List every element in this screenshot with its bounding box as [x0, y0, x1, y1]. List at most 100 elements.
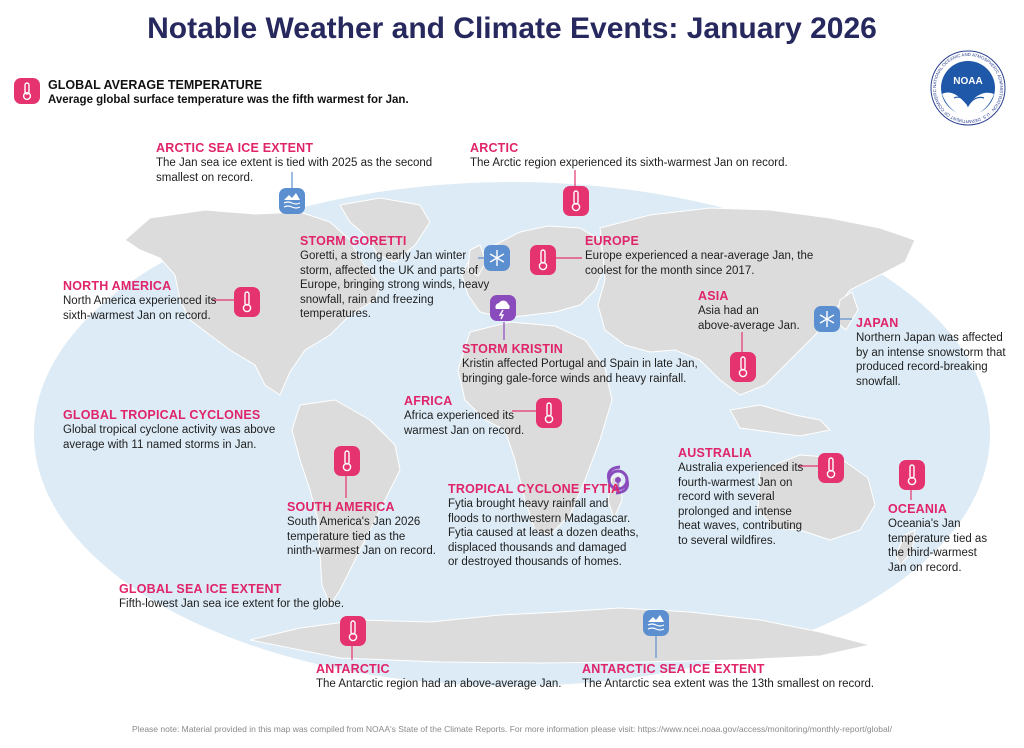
note-text-line: Fytia caused at least a dozen deaths,	[448, 527, 639, 539]
logo-text: NOAA	[953, 76, 982, 87]
land-uk	[467, 244, 487, 277]
gat-text: Average global surface temperature was t…	[48, 94, 409, 106]
note-heading: AFRICA	[404, 394, 453, 408]
marker-south-america-thermometer-icon	[334, 446, 360, 476]
note-text-line: displaced thousands and damaged	[448, 541, 627, 554]
note-text-line: the third-warmest	[888, 547, 977, 559]
note-heading: AUSTRALIA	[678, 446, 753, 460]
note-text-line: Fytia brought heavy rainfall and	[448, 498, 609, 510]
land-south-america	[291, 399, 401, 607]
marker-antarctic-sea-ice-sea-ice-icon	[643, 610, 669, 636]
note-heading: SOUTH AMERICA	[287, 500, 395, 514]
note-text-line: The Antarctic sea extent was the 13th sm…	[582, 678, 875, 690]
land-new-zealand	[895, 529, 916, 566]
land-africa	[457, 321, 613, 536]
noaa-logo: NOAA NATIONAL OCEANIC AND ATMOSPHERIC AD…	[930, 50, 1006, 126]
note-heading: EUROPE	[585, 234, 639, 248]
gat-heading: GLOBAL AVERAGE TEMPERATURE	[48, 78, 263, 92]
note-heading: JAPAN	[856, 316, 899, 330]
note-text-line: Kristin affected Portugal and Spain in l…	[462, 358, 698, 370]
page-title: Notable Weather and Climate Events: Janu…	[147, 12, 877, 45]
note-japan: JAPAN Northern Japan was affected by an in…	[856, 316, 1006, 389]
marker-australia-thermometer-icon	[818, 453, 844, 483]
note-heading: ANTARCTIC SEA ICE EXTENT	[582, 662, 765, 676]
note-text-line: above-average Jan.	[698, 319, 800, 332]
note-heading: TROPICAL CYCLONE FYTIA	[448, 482, 621, 496]
note-europe: EUROPE Europe experienced a near-average …	[585, 234, 813, 278]
note-text-line: Goretti, a strong early Jan winter	[300, 250, 467, 262]
note-global-sea-ice: GLOBAL SEA ICE EXTENT Fifth-lowest Jan se…	[119, 582, 344, 612]
note-arctic: ARCTIC The Arctic region experienced its …	[470, 141, 788, 171]
note-text-line: Global tropical cyclone activity was abo…	[63, 424, 276, 436]
note-text-line: The Jan sea ice extent is tied with 2025…	[156, 157, 433, 169]
note-text-line: snowfall, rain and freezing	[300, 293, 434, 306]
note-text-line: Fifth-lowest Jan sea ice extent for the …	[119, 598, 345, 610]
note-australia: AUSTRALIA Australia experienced its fourth…	[678, 446, 803, 548]
note-text-line: Oceania's Jan	[888, 518, 961, 530]
note-text-line: snowfall.	[856, 375, 901, 388]
land-asia	[597, 207, 916, 396]
note-global-tropical-cyclones: GLOBAL TROPICAL CYCLONES Global tropical …	[63, 408, 275, 452]
land-indonesia	[729, 404, 832, 437]
note-text-line: record with several	[678, 491, 775, 503]
marker-asia-thermometer-icon	[730, 352, 756, 382]
note-heading: OCEANIA	[888, 502, 948, 516]
note-heading: GLOBAL TROPICAL CYCLONES	[63, 408, 261, 422]
marker-japan-snowflake-icon	[814, 306, 840, 332]
note-heading: ARCTIC	[470, 141, 519, 155]
marker-europe-thermometer-icon	[530, 245, 556, 275]
note-heading: ANTARCTIC	[316, 662, 390, 676]
note-text-line: temperature tied as	[888, 532, 988, 545]
note-text-line: temperature tied as the	[287, 530, 406, 543]
marker-north-america-thermometer-icon	[234, 287, 260, 317]
note-south-america: SOUTH AMERICA South America's Jan 2026 tem…	[287, 500, 436, 559]
land-antarctica	[249, 607, 871, 664]
note-text-line: Australia experienced its	[678, 462, 804, 474]
note-text-line: coolest for the month since 2017.	[585, 264, 755, 277]
note-text-line: Europe, bringing strong winds, heavy	[300, 279, 490, 291]
note-heading: GLOBAL SEA ICE EXTENT	[119, 582, 282, 596]
land-greenland	[339, 197, 431, 263]
note-heading: STORM KRISTIN	[462, 342, 563, 356]
note-text-line: floods to northwestern Madagascar.	[448, 512, 631, 525]
marker-arctic-sea-ice-sea-ice-icon	[279, 188, 305, 214]
marker-arctic-thermometer-icon	[563, 186, 589, 216]
note-text-line: average with 11 named storms in Jan.	[63, 438, 257, 451]
note-text-line: temperatures.	[300, 308, 371, 320]
note-text-line: Jan on record.	[888, 561, 962, 574]
note-text-line: North America experienced its	[63, 295, 217, 307]
marker-antarctic-thermometer-icon	[340, 616, 366, 646]
note-text-line: fourth-warmest Jan on	[678, 476, 793, 489]
marker-storm-kristin-storm-cloud-icon	[490, 295, 516, 321]
note-oceania: OCEANIA Oceania's Jan temperature tied as t…	[888, 502, 987, 575]
note-arctic-sea-ice: ARCTIC SEA ICE EXTENT The Jan sea ice ext…	[156, 141, 432, 185]
note-text-line: warmest Jan on record.	[404, 424, 525, 437]
note-text-line: The Arctic region experienced its sixth-…	[470, 157, 788, 169]
note-north-america: NORTH AMERICA North America experienced i…	[63, 279, 216, 323]
note-heading: ARCTIC SEA ICE EXTENT	[156, 141, 314, 155]
note-asia: ASIA Asia had an above-average Jan.	[698, 289, 800, 333]
note-antarctic: ANTARCTIC The Antarctic region had an abo…	[316, 662, 562, 692]
marker-oceania-thermometer-icon	[899, 460, 925, 490]
marker-storm-goretti-snowflake-icon	[484, 245, 510, 271]
note-text-line: ninth-warmest Jan on record.	[287, 545, 436, 557]
footer-note: Please note: Material provided in this m…	[132, 724, 892, 734]
gat-thermometer-icon	[14, 78, 40, 104]
note-text-line: prolonged and intense	[678, 505, 792, 518]
note-heading: NORTH AMERICA	[63, 279, 172, 293]
note-antarctic-sea-ice: ANTARCTIC SEA ICE EXTENT The Antarctic se…	[582, 662, 874, 692]
note-text-line: Africa experienced its	[404, 410, 514, 422]
note-text-line: sixth-warmest Jan on record.	[63, 309, 211, 322]
note-heading: ASIA	[698, 289, 729, 303]
note-text-line: Northern Japan was affected	[856, 332, 1003, 344]
note-storm-kristin: STORM KRISTIN Kristin affected Portugal a…	[462, 342, 698, 386]
note-text-line: storm, affected the UK and parts of	[300, 264, 479, 277]
note-text-line: to several wildfires.	[678, 534, 776, 547]
note-africa: AFRICA Africa experienced its warmest Jan …	[404, 394, 524, 438]
marker-africa-thermometer-icon	[536, 398, 562, 428]
note-text-line: bringing gale-force winds and heavy rain…	[462, 372, 687, 385]
note-text-line: South America's Jan 2026	[287, 516, 421, 528]
note-heading: STORM GORETTI	[300, 234, 407, 248]
note-text-line: by an intense snowstorm that	[856, 346, 1006, 359]
